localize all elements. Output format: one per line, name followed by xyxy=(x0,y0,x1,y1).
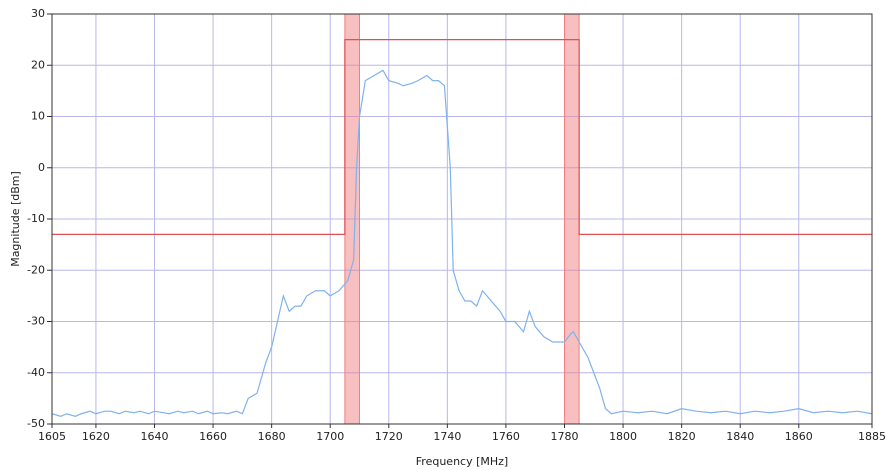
plot-frame xyxy=(51,13,873,425)
series-line xyxy=(51,69,873,417)
y-tick-label: 10 xyxy=(31,110,45,123)
y-axis-label: Magnitude [dBm] xyxy=(9,171,22,267)
series-line xyxy=(52,39,872,235)
x-tick-label: 1760 xyxy=(492,430,520,443)
y-tick-label: 30 xyxy=(31,7,45,20)
x-tick-label: 1885 xyxy=(858,430,886,443)
x-tick-label: 1740 xyxy=(433,430,461,443)
x-tick-label: 1800 xyxy=(609,430,637,443)
shaded-band xyxy=(344,13,361,425)
y-tick-label: -40 xyxy=(27,366,45,379)
y-tick-label: -50 xyxy=(27,417,45,430)
x-axis-label: Frequency [MHz] xyxy=(416,455,508,468)
x-tick-label: 1680 xyxy=(258,430,286,443)
shaded-band xyxy=(564,13,580,425)
y-tick-label: 20 xyxy=(31,58,45,71)
x-tick-label: 1860 xyxy=(785,430,813,443)
x-tick-label: 1820 xyxy=(668,430,696,443)
x-tick-label: 1780 xyxy=(551,430,579,443)
x-tick-label: 1605 xyxy=(38,430,66,443)
x-tick-label: 1660 xyxy=(199,430,227,443)
y-tick-label: -30 xyxy=(27,315,45,328)
x-tick-label: 1840 xyxy=(726,430,754,443)
x-tick-label: 1640 xyxy=(141,430,169,443)
x-tick-label: 1700 xyxy=(316,430,344,443)
y-tick-label: 0 xyxy=(38,161,45,174)
x-tick-label: 1720 xyxy=(375,430,403,443)
y-tick-label: -20 xyxy=(27,263,45,276)
x-tick-label: 1620 xyxy=(82,430,110,443)
y-tick-label: -10 xyxy=(27,212,45,225)
